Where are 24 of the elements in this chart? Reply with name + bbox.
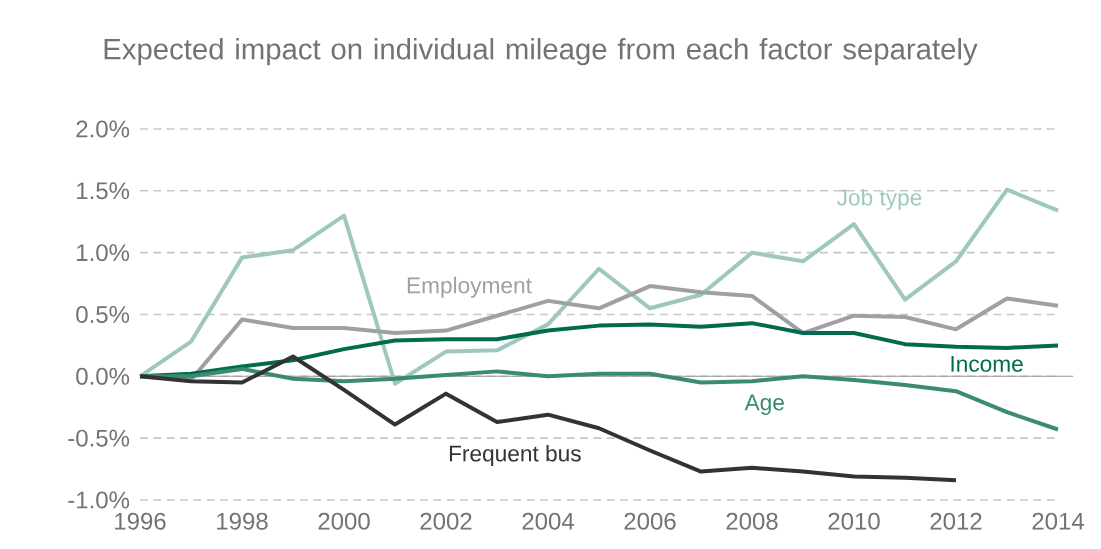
x-tick-label: 2002: [420, 512, 472, 530]
y-tick-label: -0.5%: [68, 429, 130, 447]
y-tick-label: 0.0%: [76, 367, 130, 385]
x-tick-label: 2000: [318, 512, 370, 530]
y-tick-label: -1.0%: [68, 491, 130, 509]
x-tick-label: 2006: [624, 512, 676, 530]
y-tick-label: 1.0%: [77, 244, 130, 262]
series-label: Frequent bus: [449, 444, 581, 467]
series-label: Income: [951, 356, 1023, 372]
x-tick-label: 1998: [217, 512, 268, 530]
series-label: Age: [744, 394, 784, 415]
x-tick-label: 2004: [522, 512, 574, 530]
y-tick-label: 1.5%: [77, 182, 130, 200]
line-series: [138, 187, 1060, 386]
x-tick-label: 2008: [726, 512, 778, 530]
y-tick-label: 0.5%: [76, 305, 130, 323]
x-tick-label: 2010: [828, 512, 880, 530]
x-tick-label: 1996: [115, 512, 166, 530]
series-label: Job type: [837, 188, 922, 211]
x-tick-label: 2014: [1032, 512, 1084, 530]
x-tick-label: 2012: [930, 512, 982, 530]
chart-title: Expected impact on individual mileage from each factor separately: [104, 37, 978, 66]
y-tick-label: 2.0%: [76, 120, 130, 138]
series-label: Employment: [407, 276, 532, 298]
